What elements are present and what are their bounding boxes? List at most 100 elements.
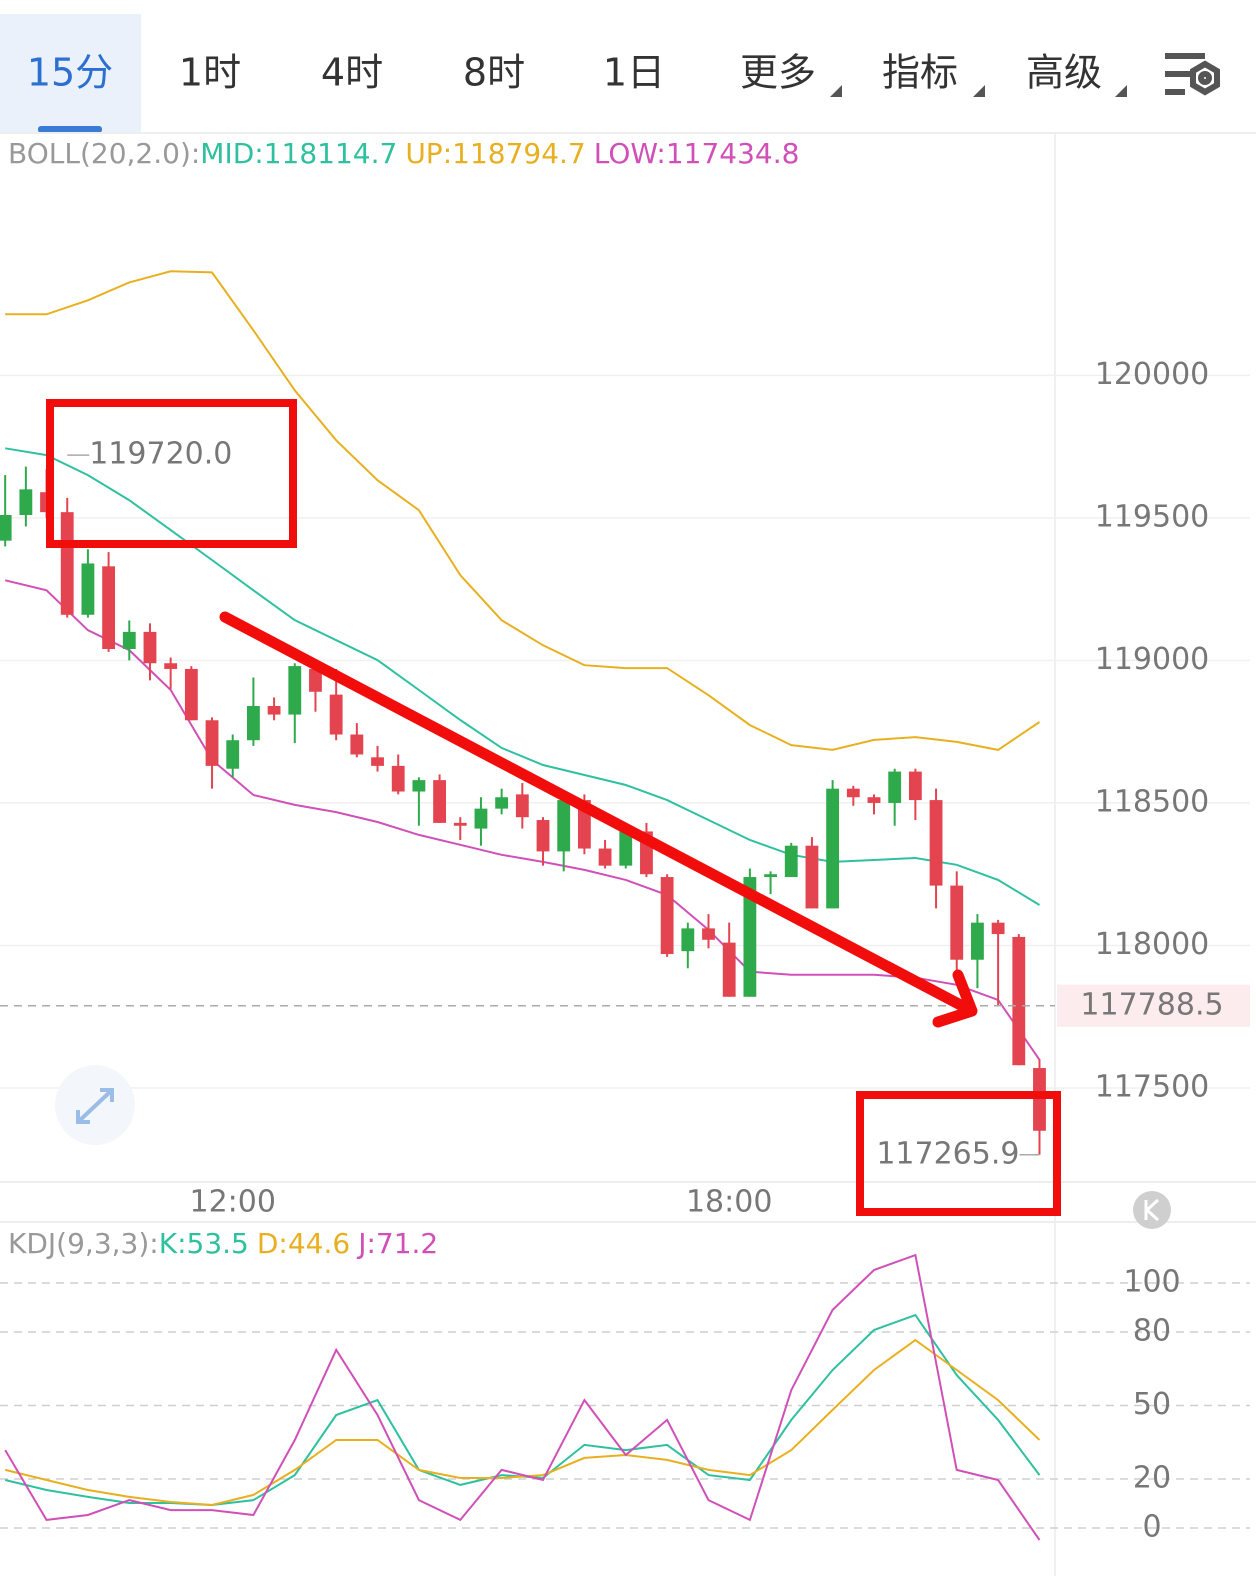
- y-tick-label: 117500: [1095, 1070, 1210, 1105]
- candle-body: [453, 822, 467, 826]
- legend-entry: MID:118114.7: [200, 137, 397, 170]
- charts: 117500 118000 118500 119000 119500 120000 BOLL…: [0, 137, 1250, 1544]
- candle-body: [474, 808, 488, 829]
- bollinger-band: [5, 270, 1041, 751]
- high-marker-label: 119720.0: [89, 437, 232, 472]
- settings-icon[interactable]: [1165, 53, 1220, 96]
- candle-body: [433, 780, 446, 823]
- tab[interactable]: 8时: [463, 51, 525, 95]
- candle-body: [226, 740, 240, 769]
- candle-body: [19, 489, 33, 516]
- candle-body: [598, 848, 612, 866]
- candle-body: [391, 765, 405, 792]
- candle-body: [495, 797, 509, 809]
- indicator-legend: KDJ(9,3,3):K:53.5 D:44.6 J:71.2: [8, 1227, 438, 1260]
- y-tick-label: 50: [1133, 1387, 1171, 1422]
- y-tick-label: 119000: [1095, 642, 1210, 677]
- candle-body: [722, 942, 736, 997]
- y-tick-label: 100: [1123, 1265, 1180, 1300]
- y-tick-label: 120000: [1095, 357, 1210, 392]
- candle-body: [908, 771, 922, 801]
- candle-body: [536, 820, 550, 852]
- indicator-legend: BOLL(20,2.0):MID:118114.7 UP:118794.7 LOW:…: [8, 137, 799, 170]
- candle-body: [515, 794, 529, 818]
- x-tick-label: 18:00: [686, 1185, 772, 1220]
- candle-body: [867, 797, 881, 803]
- active-tab-bg: [0, 14, 141, 132]
- annotations: [46, 399, 1061, 1216]
- tab[interactable]: 4时: [321, 51, 383, 95]
- last-price-tag: [1057, 984, 1250, 1027]
- candle-body: [164, 663, 178, 669]
- candle-body: [826, 788, 840, 909]
- legend-entry: UP:118794.7: [405, 137, 585, 170]
- last-price-label: 117788.5: [1080, 987, 1223, 1022]
- candle-body: [267, 706, 281, 715]
- trend-arrow: [219, 611, 978, 1028]
- candle-body: [950, 885, 964, 960]
- dropdown-caret: [830, 85, 1127, 97]
- candle-body: [888, 771, 902, 803]
- candle-body: [660, 877, 674, 955]
- candle-body: [764, 874, 777, 878]
- candle-body: [1012, 936, 1026, 1066]
- candle-body: [702, 928, 715, 940]
- candle-body: [743, 877, 757, 997]
- highlight-box: [46, 399, 297, 548]
- candle-body: [205, 720, 219, 766]
- legend-entry: J:71.2: [356, 1227, 438, 1260]
- legend-entry: LOW:117434.8: [594, 137, 800, 170]
- tab[interactable]: 高级: [1026, 51, 1102, 95]
- tab[interactable]: 1日: [603, 51, 665, 95]
- candle-body: [246, 706, 260, 741]
- candle-body: [102, 566, 116, 649]
- candle-body: [329, 694, 343, 735]
- candle-body: [122, 631, 136, 649]
- tab[interactable]: 15分: [27, 51, 113, 95]
- tab[interactable]: 更多: [740, 51, 816, 95]
- y-tick-label: 0: [1142, 1509, 1161, 1544]
- candle-body: [350, 734, 364, 755]
- active-tab-indicator: [38, 126, 102, 133]
- y-tick-label: 80: [1133, 1313, 1171, 1348]
- candle-body: [371, 757, 384, 766]
- y-tick-label: 119500: [1095, 499, 1210, 534]
- highlight-box: [856, 1091, 1061, 1216]
- candle-body: [81, 563, 95, 615]
- tab[interactable]: 1时: [179, 51, 241, 95]
- candle-body: [784, 845, 798, 878]
- indicator-line: [4, 1338, 1041, 1507]
- indicator-name: BOLL(20,2.0):: [8, 137, 200, 170]
- k-button[interactable]: [1133, 1191, 1171, 1229]
- y-tick-label: 118000: [1095, 927, 1210, 962]
- x-tick-label: 12:00: [189, 1185, 275, 1220]
- candle-body: [288, 666, 302, 715]
- candle-body: [929, 800, 943, 886]
- low-marker-label: 117265.9: [876, 1136, 1019, 1171]
- candle-body: [0, 515, 12, 541]
- candle-body: [412, 780, 426, 792]
- legend-entry: K:53.5: [159, 1227, 249, 1260]
- expand-button[interactable]: [55, 1065, 135, 1145]
- candle-body: [619, 831, 633, 866]
- tab[interactable]: 指标: [882, 51, 958, 95]
- candle-body: [681, 928, 695, 952]
- legend-entry: D:44.6: [257, 1227, 350, 1260]
- candle-body: [309, 668, 322, 692]
- y-tick-label: 118500: [1095, 784, 1210, 819]
- indicator-line: [4, 1253, 1041, 1541]
- candle-body: [971, 922, 984, 960]
- indicator-name: KDJ(9,3,3):: [8, 1227, 159, 1260]
- candle-body: [184, 668, 198, 721]
- candle-body: [1033, 1068, 1046, 1131]
- candle-body: [557, 800, 571, 852]
- bollinger-band: [4, 579, 1041, 1061]
- candle-body: [60, 512, 74, 615]
- candle-body: [805, 845, 819, 909]
- tab-bar: 15分 1时 4时 8时 1日 更多 指标 高级: [27, 51, 1220, 97]
- candle-body: [846, 788, 860, 798]
- candle-body: [991, 922, 1005, 935]
